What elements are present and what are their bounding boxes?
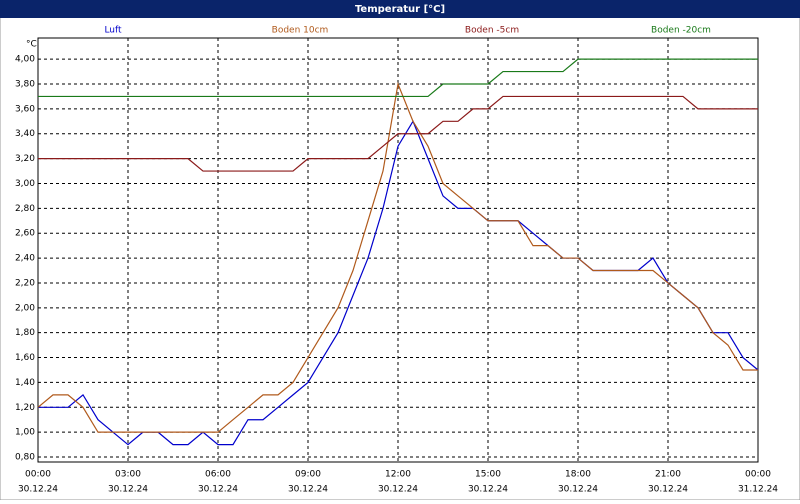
x-tick-label: 12:00: [385, 470, 411, 480]
legend-entry: Boden -5cm: [465, 26, 519, 36]
y-tick-label: 1,80: [15, 328, 35, 338]
x-tick-date: 30.12.24: [378, 485, 418, 495]
y-tick-label: 1,40: [15, 378, 35, 388]
x-tick-label: 15:00: [475, 470, 501, 480]
x-tick-date: 30.12.24: [18, 485, 58, 495]
series-line: [37, 81, 758, 433]
x-tick-date: 30.12.24: [288, 485, 328, 495]
y-tick-label: 2,80: [15, 204, 35, 214]
x-tick-date: 30.12.24: [198, 485, 238, 495]
x-tick-date: 30.12.24: [558, 485, 598, 495]
x-tick-label: 06:00: [205, 470, 231, 480]
y-tick-label: 4,00: [15, 55, 35, 65]
x-tick-date: 30.12.24: [468, 485, 508, 495]
y-tick-label: 3,40: [15, 129, 35, 139]
legend-entry: Boden 10cm: [272, 26, 329, 36]
y-tick-label: 2,60: [15, 229, 35, 239]
series-line: [38, 95, 758, 172]
chart-title: Temperatur [°C]: [355, 4, 445, 15]
legend-entry: Luft: [104, 26, 122, 36]
y-tick-label: 1,00: [15, 428, 35, 438]
x-tick-date: 30.12.24: [648, 485, 688, 495]
series-line: [38, 58, 758, 98]
x-tick-label: 03:00: [115, 470, 141, 480]
y-tick-label: 3,60: [15, 104, 35, 114]
y-tick-label: 0,80: [15, 453, 35, 463]
y-tick-label: 1,60: [15, 353, 35, 363]
y-tick-label: 2,20: [15, 278, 35, 288]
y-tick-label: 2,40: [15, 254, 35, 264]
y-tick-label: 2,00: [15, 303, 35, 313]
y-tick-label: 1,20: [15, 403, 35, 413]
y-tick-label: 3,00: [15, 179, 35, 189]
x-tick-date: 30.12.24: [108, 485, 148, 495]
x-tick-label: 00:00: [745, 470, 771, 480]
x-tick-label: 00:00: [25, 470, 51, 480]
x-tick-label: 18:00: [565, 470, 591, 480]
y-unit: °C: [26, 40, 37, 50]
y-tick-label: 3,80: [15, 80, 35, 90]
x-tick-date: 31.12.24: [738, 485, 778, 495]
x-tick-label: 09:00: [295, 470, 321, 480]
title-bar: [0, 0, 800, 18]
x-tick-label: 21:00: [655, 470, 681, 480]
y-tick-label: 3,20: [15, 154, 35, 164]
legend-entry: Boden -20cm: [651, 26, 711, 36]
